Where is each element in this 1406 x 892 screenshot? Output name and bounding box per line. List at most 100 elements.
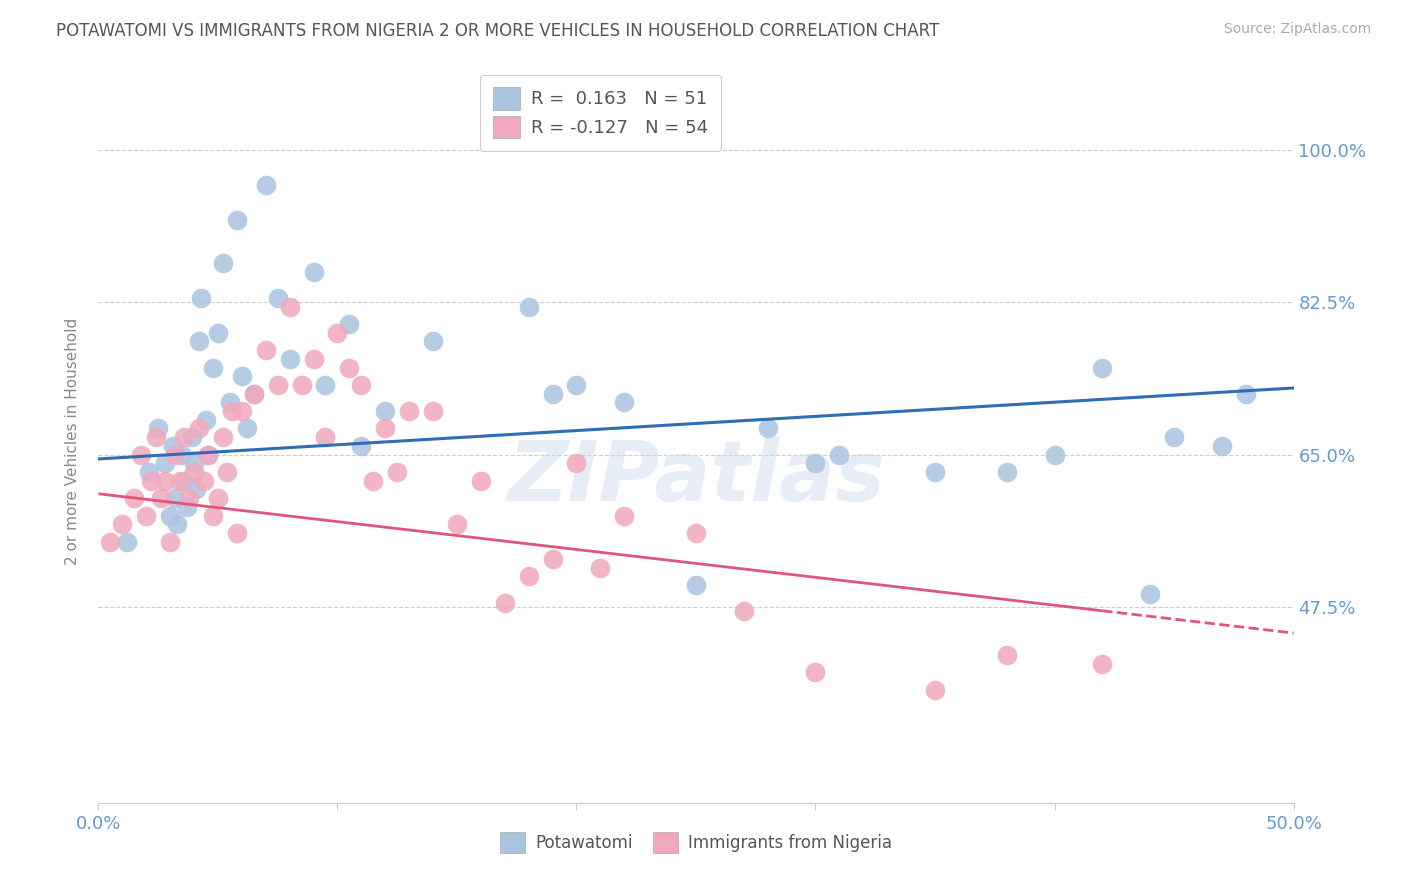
Point: [350, 378, 373, 392]
Point: [374, 404, 396, 418]
Point: [541, 552, 564, 566]
Point: [195, 413, 218, 427]
Point: [149, 491, 172, 505]
Point: [302, 351, 325, 366]
Point: [176, 500, 198, 514]
Point: [422, 404, 444, 418]
Point: [828, 448, 851, 462]
Point: [446, 517, 468, 532]
Point: [517, 300, 540, 314]
Point: [613, 508, 636, 523]
Point: [159, 508, 181, 523]
Point: [187, 334, 209, 349]
Text: Source: ZipAtlas.com: Source: ZipAtlas.com: [1223, 22, 1371, 37]
Point: [111, 517, 134, 532]
Point: [756, 421, 779, 435]
Point: [197, 448, 219, 462]
Point: [162, 439, 184, 453]
Point: [217, 465, 239, 479]
Point: [804, 456, 827, 470]
Point: [924, 682, 946, 697]
Point: [159, 534, 181, 549]
Point: [267, 291, 290, 305]
Point: [226, 525, 249, 540]
Point: [374, 421, 396, 435]
Point: [315, 378, 337, 392]
Point: [494, 596, 516, 610]
Point: [131, 448, 153, 462]
Point: [139, 474, 162, 488]
Point: [339, 317, 361, 331]
Point: [243, 386, 266, 401]
Point: [163, 491, 186, 505]
Point: [148, 421, 170, 435]
Point: [207, 326, 229, 340]
Point: [278, 351, 301, 366]
Point: [350, 439, 373, 453]
Point: [231, 369, 253, 384]
Point: [685, 578, 707, 592]
Point: [1139, 587, 1161, 601]
Point: [685, 525, 707, 540]
Point: [1043, 448, 1066, 462]
Point: [235, 421, 257, 435]
Point: [207, 491, 229, 505]
Y-axis label: 2 or more Vehicles in Household: 2 or more Vehicles in Household: [65, 318, 80, 566]
Point: [219, 395, 242, 409]
Point: [254, 343, 277, 358]
Point: [98, 534, 122, 549]
Point: [398, 404, 420, 418]
Point: [302, 265, 325, 279]
Point: [339, 360, 361, 375]
Point: [1234, 386, 1257, 401]
Point: [924, 465, 946, 479]
Text: POTAWATOMI VS IMMIGRANTS FROM NIGERIA 2 OR MORE VEHICLES IN HOUSEHOLD CORRELATIO: POTAWATOMI VS IMMIGRANTS FROM NIGERIA 2 …: [56, 22, 939, 40]
Point: [166, 517, 188, 532]
Point: [115, 534, 138, 549]
Point: [187, 421, 209, 435]
Point: [385, 465, 409, 479]
Point: [173, 430, 195, 444]
Point: [565, 456, 588, 470]
Point: [1211, 439, 1233, 453]
Point: [231, 404, 253, 418]
Point: [190, 291, 212, 305]
Point: [197, 448, 219, 462]
Point: [565, 378, 588, 392]
Point: [202, 508, 225, 523]
Point: [804, 665, 827, 680]
Point: [517, 569, 540, 583]
Point: [173, 474, 195, 488]
Point: [138, 465, 160, 479]
Point: [172, 448, 194, 462]
Point: [186, 483, 208, 497]
Point: [202, 360, 225, 375]
Point: [155, 474, 177, 488]
Point: [211, 430, 233, 444]
Legend: Potawatomi, Immigrants from Nigeria: Potawatomi, Immigrants from Nigeria: [494, 826, 898, 860]
Text: ZIPatlas: ZIPatlas: [508, 437, 884, 518]
Point: [183, 456, 205, 470]
Point: [1091, 360, 1114, 375]
Point: [193, 474, 215, 488]
Point: [124, 491, 146, 505]
Point: [135, 508, 157, 523]
Point: [363, 474, 385, 488]
Point: [180, 430, 202, 444]
Point: [315, 430, 337, 444]
Point: [733, 604, 755, 618]
Point: [145, 430, 167, 444]
Point: [995, 648, 1018, 662]
Point: [422, 334, 444, 349]
Point: [254, 178, 277, 192]
Point: [1091, 657, 1114, 671]
Point: [183, 465, 205, 479]
Point: [221, 404, 243, 418]
Point: [226, 212, 249, 227]
Point: [470, 474, 492, 488]
Point: [589, 561, 612, 575]
Point: [326, 326, 349, 340]
Point: [211, 256, 233, 270]
Point: [243, 386, 266, 401]
Point: [541, 386, 564, 401]
